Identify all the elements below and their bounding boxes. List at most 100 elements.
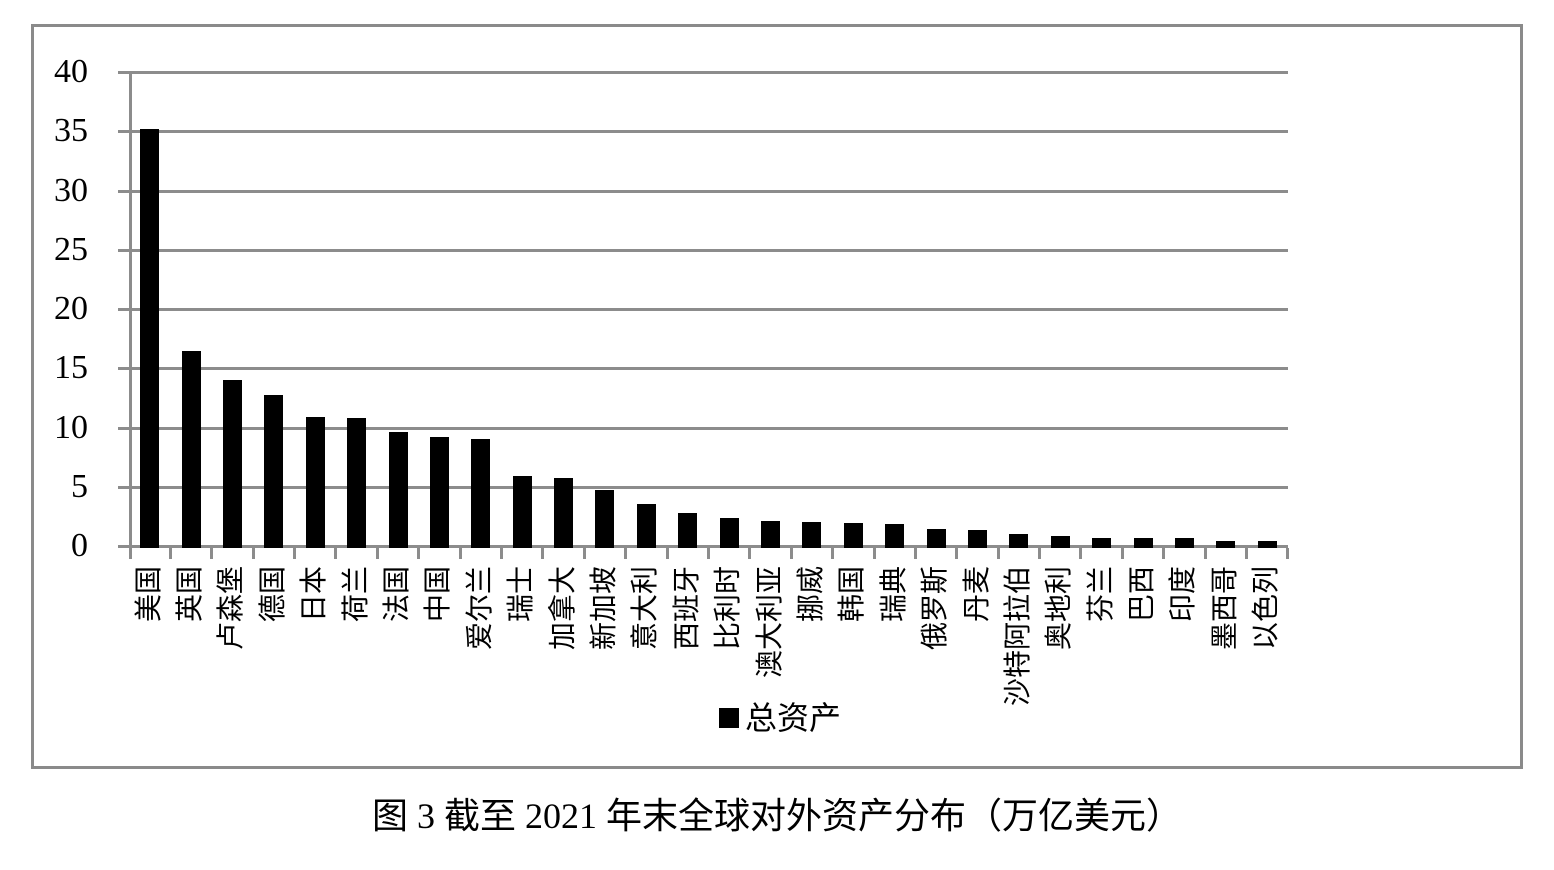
y-axis-tick [118,545,129,548]
x-axis-label: 卢森堡 [216,566,248,651]
bar [1009,533,1029,548]
bar-slot: 芬兰 [1081,71,1125,622]
x-axis-label: 意大利 [630,566,662,651]
bar-slot: 新加坡 [584,71,628,650]
gridline [129,190,1288,193]
gridline [129,367,1288,370]
bar-slot: 瑞典 [874,71,918,622]
bar-slot: 俄罗斯 [915,71,959,650]
y-axis-label: 25 [54,231,88,268]
bar [181,351,201,548]
bar-slot: 中国 [419,71,463,622]
bar [305,416,325,548]
y-axis-label: 40 [54,53,88,90]
x-axis-label: 荷兰 [340,566,372,623]
bar-slot: 爱尔兰 [460,71,504,650]
bar-slot: 西班牙 [667,71,711,650]
bar [1216,540,1236,548]
bar-slot: 韩国 [833,71,876,622]
bar-slot: 德国 [253,71,297,622]
bar [140,129,160,548]
bar [926,528,946,548]
y-axis-label: 20 [54,290,88,327]
bar [554,477,574,548]
x-axis-label: 德国 [257,566,289,623]
bar [1257,541,1277,548]
bar-slot: 墨西哥 [1205,71,1249,650]
bar [388,432,408,548]
figure-caption: 图 3 截至 2021 年末全球对外资产分布（万亿美元） [371,796,1182,836]
x-axis-label: 日本 [299,566,331,623]
x-axis-label: 英国 [175,566,207,623]
bar-slot: 美国 [129,71,173,622]
bar [843,522,863,548]
bar-slot: 沙特阿拉伯 [998,71,1042,706]
x-axis-label: 以色列 [1251,566,1283,651]
x-axis-label: 西班牙 [671,566,703,651]
bar-slot: 英国 [170,71,214,622]
bar-slot: 印度 [1164,71,1208,622]
gridline [129,130,1288,133]
y-axis-label: 0 [71,527,88,564]
y-axis-tick [118,130,129,133]
bar [1174,538,1194,548]
bar [636,503,656,548]
bar [471,439,491,548]
bar [222,379,242,548]
y-axis-label: 35 [54,112,88,149]
bar [264,395,284,548]
x-axis-label: 瑞士 [506,566,538,623]
x-axis-label: 瑞典 [878,566,910,623]
x-axis-label: 比利时 [713,566,745,651]
bar [802,521,822,548]
x-axis-label: 加拿大 [547,566,579,651]
y-axis-label: 10 [54,409,88,446]
bar-slot: 加拿大 [543,71,587,650]
x-axis-label: 墨西哥 [1209,566,1241,651]
bar-slot: 以色列 [1247,71,1290,650]
y-axis-tick [118,367,129,370]
x-axis-label: 俄罗斯 [920,566,952,651]
y-axis-tick [118,427,129,430]
bar-slot: 澳大利亚 [750,71,794,678]
legend: 总资产 [719,701,841,735]
y-axis-label: 15 [54,349,88,386]
x-axis-label: 中国 [423,566,455,623]
x-axis-label: 美国 [133,566,165,623]
gridline [129,486,1288,489]
x-axis-label: 挪威 [795,566,827,623]
x-axis-label: 沙特阿拉伯 [1002,566,1034,707]
bar [1133,538,1153,548]
bar [595,489,615,548]
legend-swatch-total-assets [719,708,739,728]
y-axis-tick [118,249,129,252]
x-axis-label: 丹麦 [961,566,993,623]
bar-slot: 日本 [295,71,338,622]
bar [512,476,532,548]
x-axis-label: 芬兰 [1085,566,1117,623]
y-axis-tick [118,190,129,193]
bar-slot: 奥地利 [1040,71,1083,650]
x-axis-label: 韩国 [837,566,869,623]
bar-slot: 法国 [377,71,421,622]
gridline [129,308,1288,311]
gridline [129,71,1288,74]
legend-label-total-assets: 总资产 [745,700,842,736]
bar [347,418,367,548]
gridline [129,249,1288,252]
bar [885,524,905,548]
y-axis-tick [118,308,129,311]
plot-area: 美国 英国 卢森堡 德国 日本 荷兰 法国 中国 爱尔兰 瑞士 加拿大 新加坡 意大利 西班牙 比利时 澳大利… [54,55,1290,706]
y-axis-line [129,71,132,559]
bar-slots: 美国 英国 卢森堡 德国 日本 荷兰 法国 中国 爱尔兰 瑞士 加拿大 新加坡 意大利 西班牙 比利时 澳大利… [129,71,1290,706]
bar-slot: 荷兰 [336,71,380,622]
bar [429,437,449,548]
x-axis-label: 法国 [382,566,414,623]
x-axis-line [129,545,1288,548]
bar-slot: 巴西 [1122,71,1166,622]
bar-slot: 卢森堡 [212,71,256,650]
y-axis-tick [118,486,129,489]
x-axis-label: 巴西 [1127,566,1159,623]
gridline [129,427,1288,430]
